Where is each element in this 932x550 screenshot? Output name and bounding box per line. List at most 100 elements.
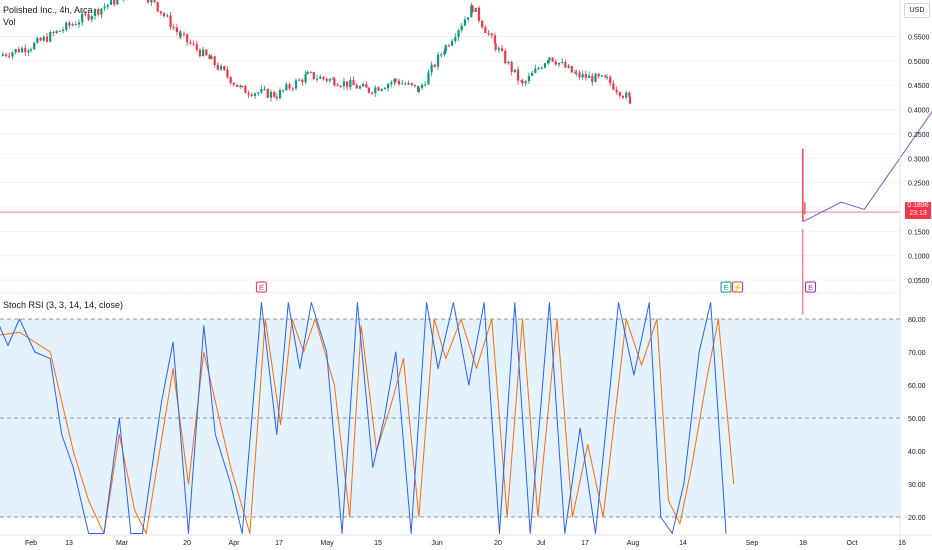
candle-body — [223, 66, 226, 70]
time-tick-label: May — [320, 540, 334, 547]
event-markers: E E ⚡ E — [0, 281, 900, 294]
time-tick-label: Sep — [746, 540, 759, 547]
time-tick-label: Jul — [537, 540, 546, 547]
time-tick-label: 17 — [275, 540, 283, 547]
candle-body — [257, 92, 260, 94]
candle-body — [548, 57, 551, 61]
candle-body — [510, 61, 513, 72]
candle-body — [306, 71, 309, 75]
candle-body — [250, 94, 253, 97]
candle-body — [84, 13, 87, 15]
candle-body — [618, 92, 621, 97]
rsi-tick-label: 20.00 — [908, 515, 926, 522]
time-tick-label: 20 — [183, 540, 191, 547]
candle-body — [494, 43, 497, 50]
candle-body — [603, 75, 607, 78]
candle-body — [547, 60, 550, 64]
candle-body — [358, 86, 362, 89]
candle-body — [470, 5, 473, 18]
candle-body — [524, 81, 527, 84]
candle-body — [451, 40, 454, 46]
candle-body — [87, 14, 90, 20]
candle-body — [74, 24, 77, 26]
candle-body — [109, 0, 113, 5]
event-marker[interactable] — [255, 281, 267, 293]
candle-body — [377, 87, 380, 91]
candle-body — [487, 32, 490, 34]
candle-body — [319, 76, 322, 79]
candle-body — [1, 54, 4, 56]
candle-body — [339, 86, 342, 88]
candle-body — [463, 19, 467, 26]
candle-body — [609, 76, 612, 84]
event-marker[interactable] — [805, 281, 817, 293]
candle-body — [597, 73, 600, 77]
time-tick-label: 18 — [799, 540, 807, 547]
candle-body — [266, 88, 269, 98]
candle-body — [213, 56, 216, 65]
candle-body — [241, 85, 244, 87]
candle-body — [331, 78, 335, 80]
candle-body — [68, 22, 71, 26]
candle-body — [278, 90, 282, 99]
event-marker[interactable] — [720, 281, 732, 293]
candle-body — [27, 50, 30, 53]
candle-body — [4, 54, 8, 56]
rsi-tick-label: 40.00 — [908, 449, 926, 456]
time-tick-label: 16 — [898, 540, 906, 547]
candle-body — [275, 96, 278, 99]
candle-body — [156, 8, 159, 12]
candle-body — [349, 80, 352, 88]
candle-body — [575, 72, 578, 74]
price-tick-label: 0.1000 — [908, 254, 930, 261]
stoch-rsi-pane: 80.00 70.00 60.00 50.00 40.00 30.00 20.00 — [0, 302, 926, 534]
candle-body — [561, 61, 564, 63]
candle-body — [103, 6, 106, 9]
candle-body — [93, 9, 97, 16]
candle-body — [147, 0, 150, 3]
event-marker[interactable] — [732, 281, 744, 293]
symbol-title[interactable]: Polished Inc., 4h, Arca — [3, 5, 93, 15]
candle-body — [513, 69, 516, 72]
candle-body — [61, 29, 65, 32]
price-tick-label: 0.2500 — [908, 181, 930, 188]
candle-body — [625, 92, 628, 98]
time-tick-label: 15 — [374, 540, 382, 547]
candle-body — [477, 7, 481, 21]
candle-body — [52, 32, 55, 34]
bar-countdown: 23:13 — [909, 210, 927, 217]
candle-body — [33, 42, 36, 50]
candle-body — [269, 91, 273, 98]
candle-body — [554, 61, 557, 65]
candle-body — [346, 81, 349, 88]
volume-label[interactable]: Vol — [3, 17, 16, 27]
candle-body — [443, 51, 446, 55]
candle-body — [244, 86, 247, 94]
candle-body — [573, 72, 577, 74]
candle-body — [440, 54, 443, 56]
candle-body — [504, 50, 507, 64]
time-tick-label: Jun — [431, 540, 442, 547]
currency-selector[interactable]: USD — [904, 3, 930, 18]
candle-body — [14, 49, 17, 53]
candle-body — [325, 78, 328, 81]
candle-body — [600, 75, 603, 77]
candle-body — [407, 83, 410, 85]
stoch-rsi-title[interactable]: Stoch RSI (3, 3, 14, 14, close) — [3, 300, 124, 310]
candle-body — [481, 20, 484, 28]
event-marker-label: E — [808, 285, 813, 292]
candle-body — [567, 65, 570, 68]
candle-body — [192, 43, 195, 45]
candle-body — [195, 44, 198, 50]
candle-body — [336, 85, 339, 87]
candle-body — [393, 79, 396, 83]
candle-body — [410, 83, 413, 85]
candle-body — [537, 68, 540, 70]
price-tick-label: 0.0500 — [908, 278, 930, 285]
candle-body — [587, 75, 591, 79]
candle-body — [374, 87, 377, 94]
price-tick-label: 0.5000 — [908, 59, 930, 66]
last-price-badge: 0.1896 23:13 — [905, 202, 931, 219]
candle-body — [355, 85, 358, 89]
